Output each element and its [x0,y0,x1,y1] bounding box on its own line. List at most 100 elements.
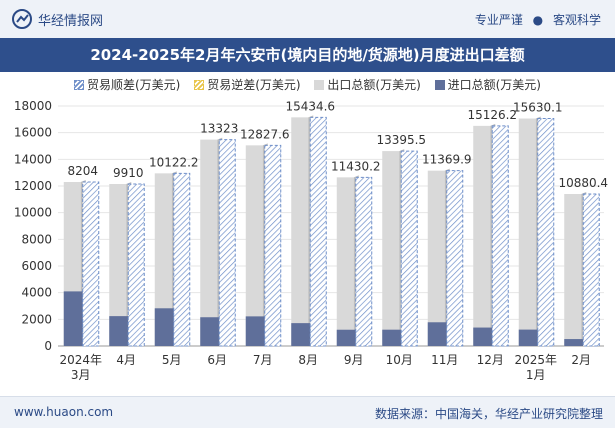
surplus-bar [309,116,327,347]
x-tick-label-line: 7月 [253,353,273,367]
legend-item-deficit: 贸易逆差(万美元) [194,76,301,93]
x-tick-label: 5月 [162,353,182,367]
y-tick-label: 12000 [14,179,52,193]
separator-dot: ● [532,13,544,27]
footer-bar: www.huaon.com 数据来源：中国海关，华经产业研究院整理 [0,396,615,428]
y-tick-label: 14000 [14,152,52,166]
data-label: 11369.9 [422,153,472,167]
export-bar [427,170,445,346]
tag-professional: 专业严谨 [474,13,523,27]
x-tick-label-line: 10月 [386,353,413,367]
x-tick-label: 6月 [207,353,227,367]
surplus-bar [127,183,145,347]
legend-item-import: 进口总额(万美元) [434,76,541,93]
y-tick-label: 16000 [14,126,52,140]
legend-item-surplus: 贸易顺差(万美元) [74,76,180,93]
export-bar [291,117,309,346]
export-bar [245,145,263,346]
website-url[interactable]: www.huaon.com [14,405,114,419]
surplus-bar [400,150,418,347]
x-tick-label: 2月 [571,353,591,367]
surplus-bar [82,181,100,347]
import-bar [382,329,405,346]
export-bar [109,184,127,346]
x-tick-label: 2025年 1月 [514,353,557,382]
import-bar [518,329,541,346]
x-tick-label-line: 2025年 [514,353,557,367]
x-tick-label: 7月 [253,353,273,367]
x-tick-label: 8月 [298,353,318,367]
surplus-bar [446,170,464,347]
legend-label-surplus: 贸易顺差(万美元) [87,78,181,92]
x-tick-label-line: 4月 [116,353,136,367]
y-tick-label: 6000 [21,259,52,273]
data-label: 15434.6 [285,99,335,113]
x-tick-label: 9月 [344,353,364,367]
import-bar [473,327,496,346]
surplus-bar [218,139,236,347]
x-tick-label-line: 2024年 [59,353,102,367]
legend-label-import: 进口总额(万美元) [447,78,541,92]
x-tick-label: 11月 [431,353,458,367]
y-tick-label: 10000 [14,206,52,220]
surplus-bar [491,125,509,347]
data-label: 13323 [200,122,238,136]
x-tick-label-line: 2月 [571,353,591,367]
x-tick-label: 12月 [477,353,504,367]
export-bar [200,139,218,346]
surplus-bar [355,176,373,347]
x-tick-label: 2024年 3月 [59,353,102,382]
import-bar [564,339,587,346]
y-tick-label: 0 [44,339,52,353]
data-label: 15630.1 [513,101,563,115]
x-tick-label-line: 8月 [298,353,318,367]
chart-title: 2024-2025年2月年六安市(境内目的地/货源地)月度进出口差额 [0,38,615,72]
brand-name: 华经情报网 [38,14,104,29]
legend-label-export: 出口总额(万美元) [327,78,421,92]
header-tags: 专业严谨 ● 客观科学 [469,11,601,28]
x-tick-label: 4月 [116,353,136,367]
legend-item-export: 出口总额(万美元) [314,76,421,93]
import-bar [291,323,314,346]
x-tick-label-line: 1月 [526,368,546,382]
y-tick-label: 18000 [14,99,52,113]
x-tick-label-line: 12月 [477,353,504,367]
header-bar: 华经情报网 专业严谨 ● 客观科学 [0,0,615,39]
data-label: 9910 [113,166,144,180]
legend-swatch-deficit [194,80,205,90]
import-bar [200,317,223,346]
surplus-bar [582,193,600,347]
import-bar [427,322,450,346]
chart-legend: 贸易顺差(万美元) 贸易逆差(万美元) 出口总额(万美元) 进口总额(万美元) [0,76,615,94]
y-tick-label: 2000 [21,312,52,326]
export-bar [336,177,354,346]
export-bar [564,194,582,346]
data-label: 10880.4 [558,176,608,190]
export-bar [154,173,172,346]
surplus-bar [264,144,282,347]
data-label: 11430.2 [331,159,381,173]
data-label: 12827.6 [240,127,290,141]
surplus-bar [537,118,555,347]
import-bar [154,308,177,346]
import-bar [109,316,132,346]
import-bar [245,316,268,346]
tag-objective: 客观科学 [552,13,601,27]
export-bar [518,118,536,347]
data-source: 数据来源：中国海关，华经产业研究院整理 [374,407,603,421]
data-label: 10122.2 [149,155,199,169]
huajing-logo-icon [12,9,32,29]
surplus-bar [173,172,191,347]
y-tick-label: 8000 [21,232,52,246]
data-label: 15126.2 [467,108,517,122]
legend-swatch-import [434,80,445,90]
legend-swatch-surplus [74,80,84,90]
data-label: 8204 [67,164,98,178]
x-tick-label-line: 5月 [162,353,182,367]
x-tick-label-line: 3月 [71,368,91,382]
x-tick-label-line: 6月 [207,353,227,367]
y-tick-label: 4000 [21,286,52,300]
import-bar [336,329,359,346]
export-bar [382,151,400,346]
export-bar [473,125,491,346]
